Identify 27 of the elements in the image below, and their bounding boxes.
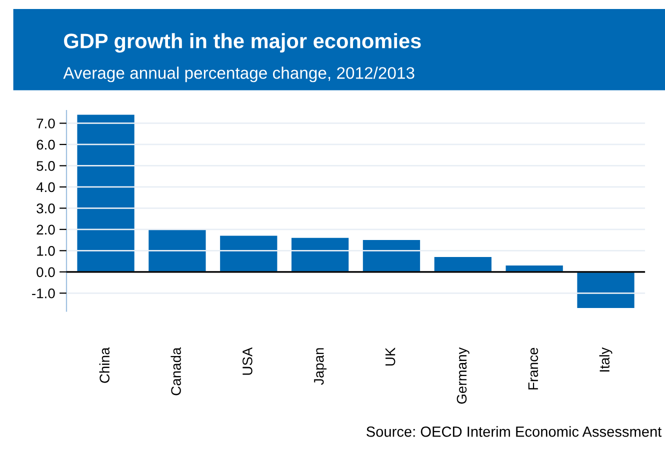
bar bbox=[148, 229, 206, 272]
bar bbox=[577, 272, 634, 308]
x-tick-label: USA bbox=[242, 347, 252, 375]
y-tick-label: -1.0 bbox=[32, 288, 55, 298]
x-tick-label: France bbox=[528, 348, 538, 390]
y-tick-label: 6.0 bbox=[36, 140, 55, 150]
x-tick-label: Italy bbox=[599, 347, 612, 372]
chart-title: GDP growth in the major economies bbox=[64, 33, 421, 53]
y-tick-label: 0.0 bbox=[36, 267, 55, 278]
y-tick-label: 5.0 bbox=[36, 161, 55, 171]
x-tick-label: China bbox=[99, 347, 110, 383]
chart-subtitle: Average annual percentage change, 2012/2013 bbox=[63, 66, 414, 82]
x-tick-label: Canada bbox=[170, 347, 181, 396]
y-tick-label: 1.0 bbox=[37, 246, 55, 256]
y-tick-label: 7.0 bbox=[36, 118, 55, 128]
y-tick-label: 4.0 bbox=[36, 182, 55, 192]
bar bbox=[362, 240, 420, 272]
bar bbox=[220, 236, 278, 272]
x-tick-label: Germany bbox=[456, 347, 470, 404]
y-tick-label: 2.0 bbox=[36, 224, 55, 235]
x-tick-label: Japan bbox=[314, 348, 327, 385]
bar bbox=[434, 257, 492, 272]
bar bbox=[291, 238, 349, 272]
bar bbox=[77, 114, 134, 272]
x-tick-label: UK bbox=[386, 347, 396, 366]
y-tick-label: 3.0 bbox=[36, 204, 55, 214]
source-note: Source: OECD Interim Economic Assessment bbox=[366, 426, 662, 437]
